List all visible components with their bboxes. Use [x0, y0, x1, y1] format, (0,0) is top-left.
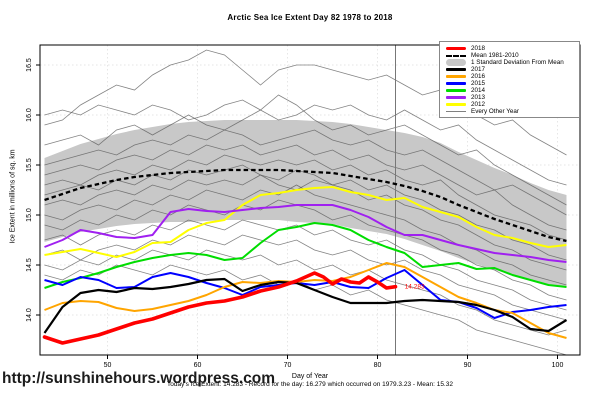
legend: 2018 Mean 1981-2010 1 Standard Deviation F… — [439, 41, 580, 118]
x-tick-label: 80 — [374, 362, 382, 369]
chart-title: Arctic Sea Ice Extent Day 82 1978 to 201… — [227, 13, 393, 22]
x-tick-label: 70 — [284, 362, 292, 369]
series-line-2015 — [44, 269, 567, 319]
background-year-line — [44, 199, 567, 301]
site-url-text: http://sunshinehours.wordpress.com — [2, 370, 275, 387]
background-year-line — [44, 144, 567, 231]
legend-item-every-other-year: Every Other Year — [446, 108, 575, 115]
legend-item-2016: 2016 — [446, 73, 575, 80]
series-line-2014 — [44, 222, 567, 289]
legend-swatch-icon — [446, 59, 466, 66]
legend-swatch-icon — [446, 54, 466, 57]
y-tick-label: 15.0 — [26, 208, 33, 222]
y-tick-label: 14.0 — [26, 308, 33, 322]
x-tick-label: 100 — [552, 362, 564, 369]
legend-label: Every Other Year — [471, 108, 519, 115]
legend-swatch-icon — [446, 46, 466, 51]
legend-swatch-icon — [446, 68, 466, 71]
legend-swatch-icon — [446, 75, 466, 78]
legend-label: Mean 1981-2010 — [471, 52, 519, 59]
legend-label: 2014 — [471, 87, 486, 94]
legend-item-2017: 2017 — [446, 66, 575, 73]
x-tick-label: 90 — [464, 362, 472, 369]
x-axis-label: Day of Year — [291, 373, 329, 380]
legend-item-mean-1981-2010: Mean 1981-2010 — [446, 52, 575, 59]
legend-swatch-icon — [446, 82, 466, 85]
background-year-line — [44, 174, 567, 271]
legend-label: 2012 — [471, 101, 486, 108]
legend-item-2015: 2015 — [446, 80, 575, 87]
std-deviation-band — [44, 120, 567, 287]
y-tick-label: 14.5 — [26, 258, 33, 272]
y-tick-label: 15.5 — [26, 158, 33, 172]
series-line-2017 — [43, 277, 568, 334]
background-year-line — [44, 99, 567, 186]
footer-caption: Today's Ice Extent: 14.283 - Record for … — [167, 381, 453, 388]
series-line-2012 — [44, 186, 567, 258]
background-year-line — [44, 129, 567, 216]
current-value-label: 14.283 — [405, 284, 425, 291]
legend-label: 2015 — [471, 80, 486, 87]
legend-swatch-icon — [446, 89, 466, 92]
legend-item-2014: 2014 — [446, 87, 575, 94]
legend-label: 2017 — [471, 66, 486, 73]
background-year-line — [44, 94, 567, 206]
x-tick-label: 60 — [194, 362, 202, 369]
legend-label: 2013 — [471, 94, 486, 101]
legend-label: 2018 — [471, 45, 486, 52]
legend-item-1-standard-deviation-from-mean: 1 Standard Deviation From Mean — [446, 59, 575, 66]
y-tick-label: 16.0 — [26, 108, 33, 122]
legend-label: 2016 — [471, 73, 486, 80]
legend-label: 1 Standard Deviation From Mean — [471, 59, 564, 66]
legend-swatch-icon — [446, 103, 466, 106]
background-year-line — [44, 154, 567, 241]
legend-item-2013: 2013 — [446, 94, 575, 101]
background-year-line — [44, 234, 567, 321]
background-year-line — [44, 249, 567, 336]
legend-swatch-icon — [446, 96, 466, 99]
mean-line — [44, 168, 567, 243]
y-axis-label: Ice Extent in millions of sq. km — [9, 149, 17, 244]
series-line-2013 — [44, 204, 567, 263]
background-year-line — [44, 219, 567, 311]
legend-swatch-icon — [446, 111, 466, 112]
plot-border — [39, 44, 581, 356]
series-line-2016 — [44, 262, 567, 339]
legend-item-2018: 2018 — [446, 45, 575, 52]
series-line-2018 — [42, 271, 398, 345]
legend-item-2012: 2012 — [446, 101, 575, 108]
y-tick-label: 16.5 — [26, 58, 33, 72]
x-tick-label: 50 — [104, 362, 112, 369]
